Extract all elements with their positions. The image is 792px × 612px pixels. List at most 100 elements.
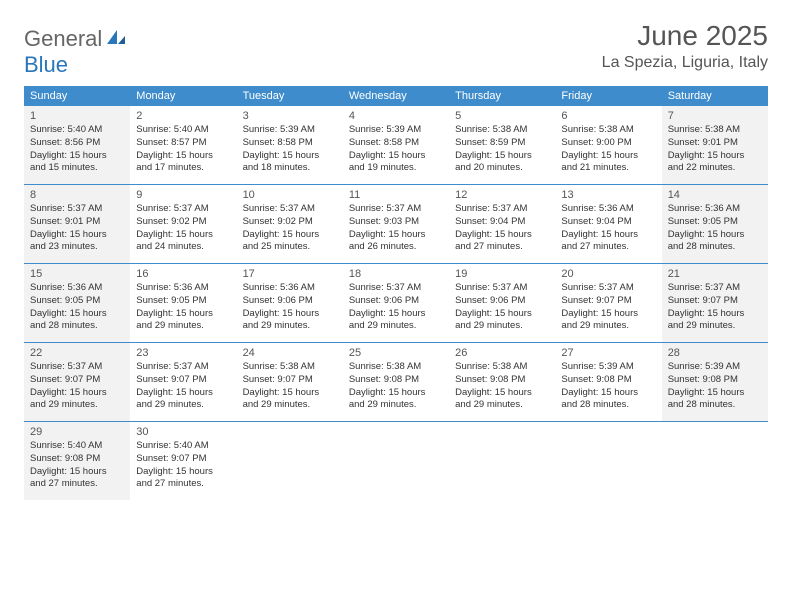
day-number: 22 bbox=[30, 347, 124, 359]
day-number: 9 bbox=[136, 189, 230, 201]
calendar-day bbox=[662, 422, 768, 500]
day-info: Sunrise: 5:37 AMSunset: 9:07 PMDaylight:… bbox=[136, 361, 230, 412]
calendar-day bbox=[555, 422, 661, 500]
calendar-day: 28 Sunrise: 5:39 AMSunset: 9:08 PMDayligh… bbox=[662, 343, 768, 421]
calendar-day: 18 Sunrise: 5:37 AMSunset: 9:06 PMDayligh… bbox=[343, 264, 449, 342]
day-info: Sunrise: 5:38 AMSunset: 8:59 PMDaylight:… bbox=[455, 124, 549, 175]
day-info: Sunrise: 5:37 AMSunset: 9:02 PMDaylight:… bbox=[136, 203, 230, 254]
day-number: 19 bbox=[455, 268, 549, 280]
brand-logo: GeneralBlue bbox=[24, 26, 127, 78]
day-number: 3 bbox=[243, 110, 337, 122]
calendar-day: 13 Sunrise: 5:36 AMSunset: 9:04 PMDayligh… bbox=[555, 185, 661, 263]
day-number: 14 bbox=[668, 189, 762, 201]
calendar-day: 9 Sunrise: 5:37 AMSunset: 9:02 PMDaylight… bbox=[130, 185, 236, 263]
day-info: Sunrise: 5:38 AMSunset: 9:00 PMDaylight:… bbox=[561, 124, 655, 175]
calendar-day bbox=[237, 422, 343, 500]
day-of-week-label: Saturday bbox=[662, 86, 768, 106]
calendar-day: 27Sunrise: 5:39 AMSunset: 9:08 PMDayligh… bbox=[555, 343, 661, 421]
day-info: Sunrise: 5:37 AMSunset: 9:02 PMDaylight:… bbox=[243, 203, 337, 254]
calendar-day: 15Sunrise: 5:36 AMSunset: 9:05 PMDayligh… bbox=[24, 264, 130, 342]
day-number: 13 bbox=[561, 189, 655, 201]
day-number: 18 bbox=[349, 268, 443, 280]
calendar-day: 2 Sunrise: 5:40 AMSunset: 8:57 PMDaylight… bbox=[130, 106, 236, 184]
calendar-day: 3 Sunrise: 5:39 AMSunset: 8:58 PMDaylight… bbox=[237, 106, 343, 184]
calendar-week: 29 Sunrise: 5:40 AMSunset: 9:08 PMDayligh… bbox=[24, 422, 768, 500]
day-number: 11 bbox=[349, 189, 443, 201]
calendar-day: 23Sunrise: 5:37 AMSunset: 9:07 PMDayligh… bbox=[130, 343, 236, 421]
day-number: 25 bbox=[349, 347, 443, 359]
weeks-container: 1Sunrise: 5:40 AMSunset: 8:56 PMDaylight… bbox=[24, 106, 768, 500]
calendar-week: 22 Sunrise: 5:37 AMSunset: 9:07 PMDayligh… bbox=[24, 343, 768, 422]
day-of-week-label: Tuesday bbox=[237, 86, 343, 106]
day-info: Sunrise: 5:38 AMSunset: 9:08 PMDaylight:… bbox=[455, 361, 549, 412]
day-info: Sunrise: 5:37 AMSunset: 9:06 PMDaylight:… bbox=[349, 282, 443, 333]
calendar-day: 29 Sunrise: 5:40 AMSunset: 9:08 PMDayligh… bbox=[24, 422, 130, 500]
calendar-day: 19 Sunrise: 5:37 AMSunset: 9:06 PMDayligh… bbox=[449, 264, 555, 342]
day-info: Sunrise: 5:38 AMSunset: 9:01 PMDaylight:… bbox=[668, 124, 762, 175]
calendar-day: 30 Sunrise: 5:40 AMSunset: 9:07 PMDayligh… bbox=[130, 422, 236, 500]
day-info: Sunrise: 5:37 AMSunset: 9:06 PMDaylight:… bbox=[455, 282, 549, 333]
day-info: Sunrise: 5:40 AMSunset: 8:57 PMDaylight:… bbox=[136, 124, 230, 175]
day-info: Sunrise: 5:37 AMSunset: 9:01 PMDaylight:… bbox=[30, 203, 124, 254]
page-header: GeneralBlue June 2025 La Spezia, Liguria… bbox=[24, 20, 768, 78]
day-info: Sunrise: 5:36 AMSunset: 9:04 PMDaylight:… bbox=[561, 203, 655, 254]
day-number: 28 bbox=[668, 347, 762, 359]
day-info: Sunrise: 5:40 AMSunset: 9:08 PMDaylight:… bbox=[30, 440, 124, 491]
day-info: Sunrise: 5:39 AMSunset: 8:58 PMDaylight:… bbox=[349, 124, 443, 175]
day-number: 24 bbox=[243, 347, 337, 359]
day-number: 15 bbox=[30, 268, 124, 280]
day-of-week-label: Thursday bbox=[449, 86, 555, 106]
calendar-day: 1Sunrise: 5:40 AMSunset: 8:56 PMDaylight… bbox=[24, 106, 130, 184]
day-number: 8 bbox=[30, 189, 124, 201]
day-info: Sunrise: 5:40 AMSunset: 9:07 PMDaylight:… bbox=[136, 440, 230, 491]
day-number: 30 bbox=[136, 426, 230, 438]
brand-text: GeneralBlue bbox=[24, 26, 127, 78]
day-of-week-label: Monday bbox=[130, 86, 236, 106]
calendar-day: 21 Sunrise: 5:37 AMSunset: 9:07 PMDayligh… bbox=[662, 264, 768, 342]
brand-part2: Blue bbox=[24, 52, 68, 77]
brand-part1: General bbox=[24, 26, 102, 51]
calendar-day: 26 Sunrise: 5:38 AMSunset: 9:08 PMDayligh… bbox=[449, 343, 555, 421]
month-title: June 2025 bbox=[602, 20, 768, 52]
day-info: Sunrise: 5:38 AMSunset: 9:08 PMDaylight:… bbox=[349, 361, 443, 412]
day-of-week-label: Friday bbox=[555, 86, 661, 106]
day-number: 6 bbox=[561, 110, 655, 122]
day-info: Sunrise: 5:39 AMSunset: 8:58 PMDaylight:… bbox=[243, 124, 337, 175]
day-info: Sunrise: 5:37 AMSunset: 9:04 PMDaylight:… bbox=[455, 203, 549, 254]
day-info: Sunrise: 5:36 AMSunset: 9:05 PMDaylight:… bbox=[668, 203, 762, 254]
calendar-day: 16 Sunrise: 5:36 AMSunset: 9:05 PMDayligh… bbox=[130, 264, 236, 342]
day-number: 26 bbox=[455, 347, 549, 359]
calendar-day: 6 Sunrise: 5:38 AMSunset: 9:00 PMDaylight… bbox=[555, 106, 661, 184]
day-info: Sunrise: 5:36 AMSunset: 9:06 PMDaylight:… bbox=[243, 282, 337, 333]
calendar-day: 5Sunrise: 5:38 AMSunset: 8:59 PMDaylight… bbox=[449, 106, 555, 184]
calendar-day: 11 Sunrise: 5:37 AMSunset: 9:03 PMDayligh… bbox=[343, 185, 449, 263]
calendar-day: 25 Sunrise: 5:38 AMSunset: 9:08 PMDayligh… bbox=[343, 343, 449, 421]
day-of-week-label: Wednesday bbox=[343, 86, 449, 106]
day-number: 21 bbox=[668, 268, 762, 280]
day-info: Sunrise: 5:37 AMSunset: 9:03 PMDaylight:… bbox=[349, 203, 443, 254]
day-info: Sunrise: 5:37 AMSunset: 9:07 PMDaylight:… bbox=[668, 282, 762, 333]
day-number: 17 bbox=[243, 268, 337, 280]
day-number: 29 bbox=[30, 426, 124, 438]
day-number: 27 bbox=[561, 347, 655, 359]
calendar-day: 20Sunrise: 5:37 AMSunset: 9:07 PMDayligh… bbox=[555, 264, 661, 342]
day-number: 2 bbox=[136, 110, 230, 122]
calendar-day bbox=[343, 422, 449, 500]
day-info: Sunrise: 5:36 AMSunset: 9:05 PMDaylight:… bbox=[136, 282, 230, 333]
day-info: Sunrise: 5:39 AMSunset: 9:08 PMDaylight:… bbox=[668, 361, 762, 412]
calendar-day: 4Sunrise: 5:39 AMSunset: 8:58 PMDaylight… bbox=[343, 106, 449, 184]
day-number: 16 bbox=[136, 268, 230, 280]
title-block: June 2025 La Spezia, Liguria, Italy bbox=[602, 20, 768, 72]
day-number: 7 bbox=[668, 110, 762, 122]
day-info: Sunrise: 5:38 AMSunset: 9:07 PMDaylight:… bbox=[243, 361, 337, 412]
calendar-day: 17 Sunrise: 5:36 AMSunset: 9:06 PMDayligh… bbox=[237, 264, 343, 342]
day-number: 20 bbox=[561, 268, 655, 280]
calendar-week: 8 Sunrise: 5:37 AMSunset: 9:01 PMDaylight… bbox=[24, 185, 768, 264]
day-info: Sunrise: 5:37 AMSunset: 9:07 PMDaylight:… bbox=[30, 361, 124, 412]
day-number: 12 bbox=[455, 189, 549, 201]
calendar-week: 15 Sunrise: 5:36 AMSunset: 9:05 PMDayligh… bbox=[24, 264, 768, 343]
calendar-day: 22 Sunrise: 5:37 AMSunset: 9:07 PMDayligh… bbox=[24, 343, 130, 421]
sail-icon bbox=[105, 26, 127, 51]
calendar-week: 1Sunrise: 5:40 AMSunset: 8:56 PMDaylight… bbox=[24, 106, 768, 185]
calendar-grid: SundayMondayTuesdayWednesdayThursdayFrid… bbox=[24, 86, 768, 500]
